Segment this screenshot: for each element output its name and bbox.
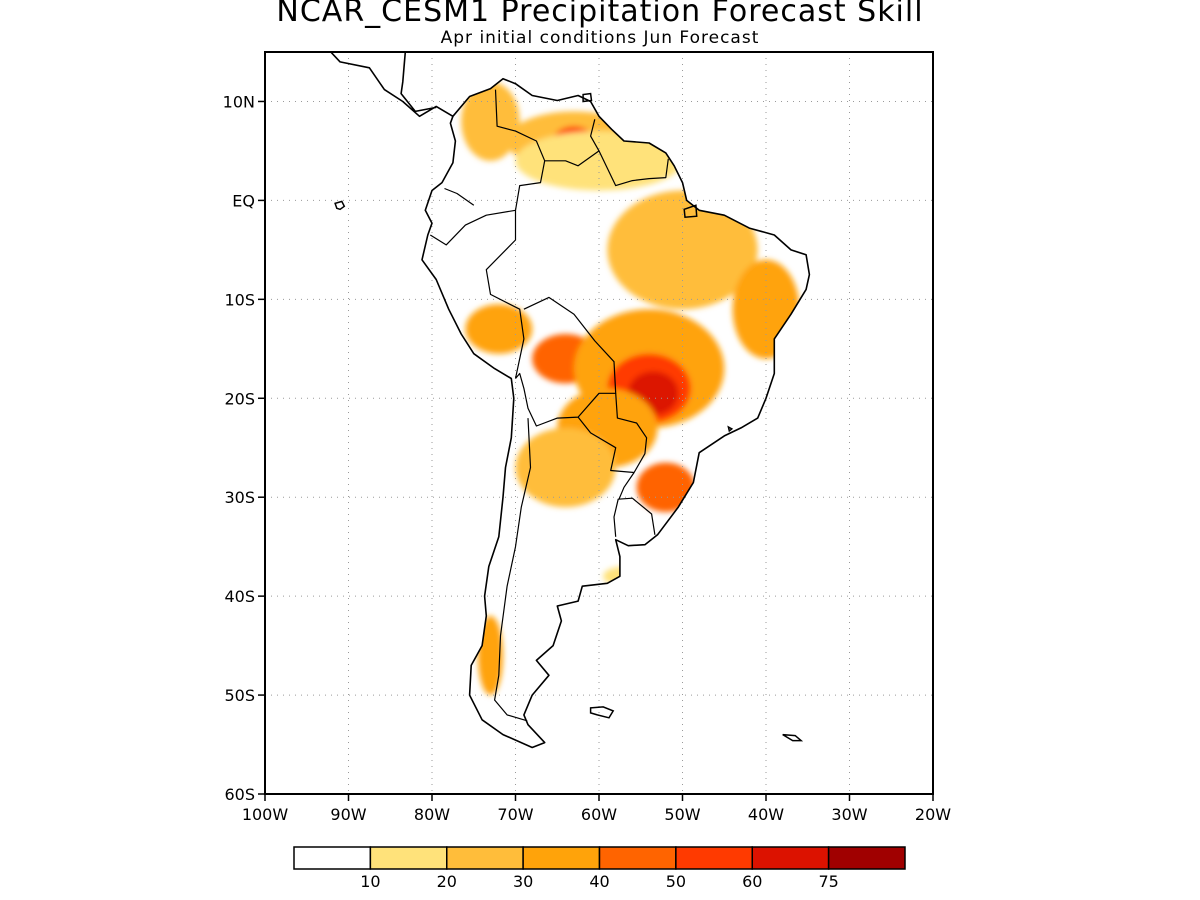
colorbar-swatch bbox=[598, 846, 677, 870]
country-border bbox=[515, 296, 617, 427]
skill-region-south-brazil bbox=[636, 462, 696, 513]
lat-tick-label: EQ bbox=[232, 191, 255, 210]
country-border bbox=[429, 209, 516, 246]
colorbar-swatch bbox=[446, 846, 524, 870]
country-border bbox=[444, 187, 475, 206]
colorbar-swatch bbox=[827, 846, 906, 870]
colorbar-label: 10 bbox=[360, 872, 380, 891]
country-border bbox=[544, 119, 600, 167]
lon-tick-label: 30W bbox=[831, 805, 867, 824]
colorbar-swatch bbox=[522, 846, 601, 870]
lat-tick-label: 10S bbox=[224, 290, 255, 309]
skill-region-central-america bbox=[406, 52, 449, 81]
country-border bbox=[613, 497, 656, 537]
lon-tick-label: 60W bbox=[581, 805, 617, 824]
map-subtitle: Apr initial conditions Jun Forecast bbox=[440, 28, 760, 48]
lon-tick-label: 50W bbox=[664, 805, 700, 824]
lat-tick-label: 50S bbox=[224, 686, 255, 705]
colorbar-swatch bbox=[369, 846, 448, 870]
lat-tick-label: 30S bbox=[224, 488, 255, 507]
skill-region-north-argentina bbox=[515, 427, 616, 508]
lon-tick-label: 40W bbox=[748, 805, 784, 824]
colorbar-swatch bbox=[293, 846, 372, 870]
colorbar-label: 60 bbox=[742, 872, 762, 891]
island-outline bbox=[589, 706, 615, 719]
lon-tick-label: 70W bbox=[497, 805, 533, 824]
lat-tick-label: 40S bbox=[224, 587, 255, 606]
skill-region-amazon-east bbox=[607, 190, 758, 310]
skill-region-atlantic-coast bbox=[603, 566, 645, 587]
island-outline bbox=[582, 92, 593, 103]
lat-tick-label: 20S bbox=[224, 389, 255, 408]
country-border bbox=[618, 472, 635, 500]
colorbar-label: 50 bbox=[666, 872, 686, 891]
colorbar: 10 20 30 40 50 60 75 bbox=[293, 846, 906, 891]
lon-tick-label: 90W bbox=[330, 805, 366, 824]
colorbar-label: 20 bbox=[437, 872, 457, 891]
colorbar-label: 75 bbox=[818, 872, 838, 891]
colorbar-label: 40 bbox=[589, 872, 609, 891]
island-outline bbox=[727, 425, 734, 433]
colorbar-swatch bbox=[751, 846, 830, 870]
lon-tick-label: 80W bbox=[414, 805, 450, 824]
colorbar-label: 30 bbox=[513, 872, 533, 891]
grid-lines bbox=[265, 52, 933, 794]
country-border bbox=[598, 150, 669, 187]
central-america-coastline bbox=[329, 52, 454, 118]
island-outline bbox=[782, 733, 804, 742]
country-border bbox=[494, 418, 532, 722]
lon-tick-label: 20W bbox=[915, 805, 951, 824]
lon-tick-label: 100W bbox=[242, 805, 289, 824]
south-america-coastline bbox=[421, 77, 811, 749]
country-border bbox=[577, 393, 648, 474]
coastlines bbox=[329, 52, 811, 749]
island-outline bbox=[334, 200, 346, 211]
island-outline bbox=[683, 204, 698, 219]
map-title: NCAR_CESM1 Precipitation Forecast Skill bbox=[276, 0, 924, 29]
lat-tick-label: 10N bbox=[223, 92, 255, 111]
colorbar-swatch bbox=[675, 846, 753, 870]
country-border bbox=[485, 89, 546, 379]
skill-shading bbox=[406, 52, 800, 696]
lat-tick-label: 60S bbox=[224, 785, 255, 804]
